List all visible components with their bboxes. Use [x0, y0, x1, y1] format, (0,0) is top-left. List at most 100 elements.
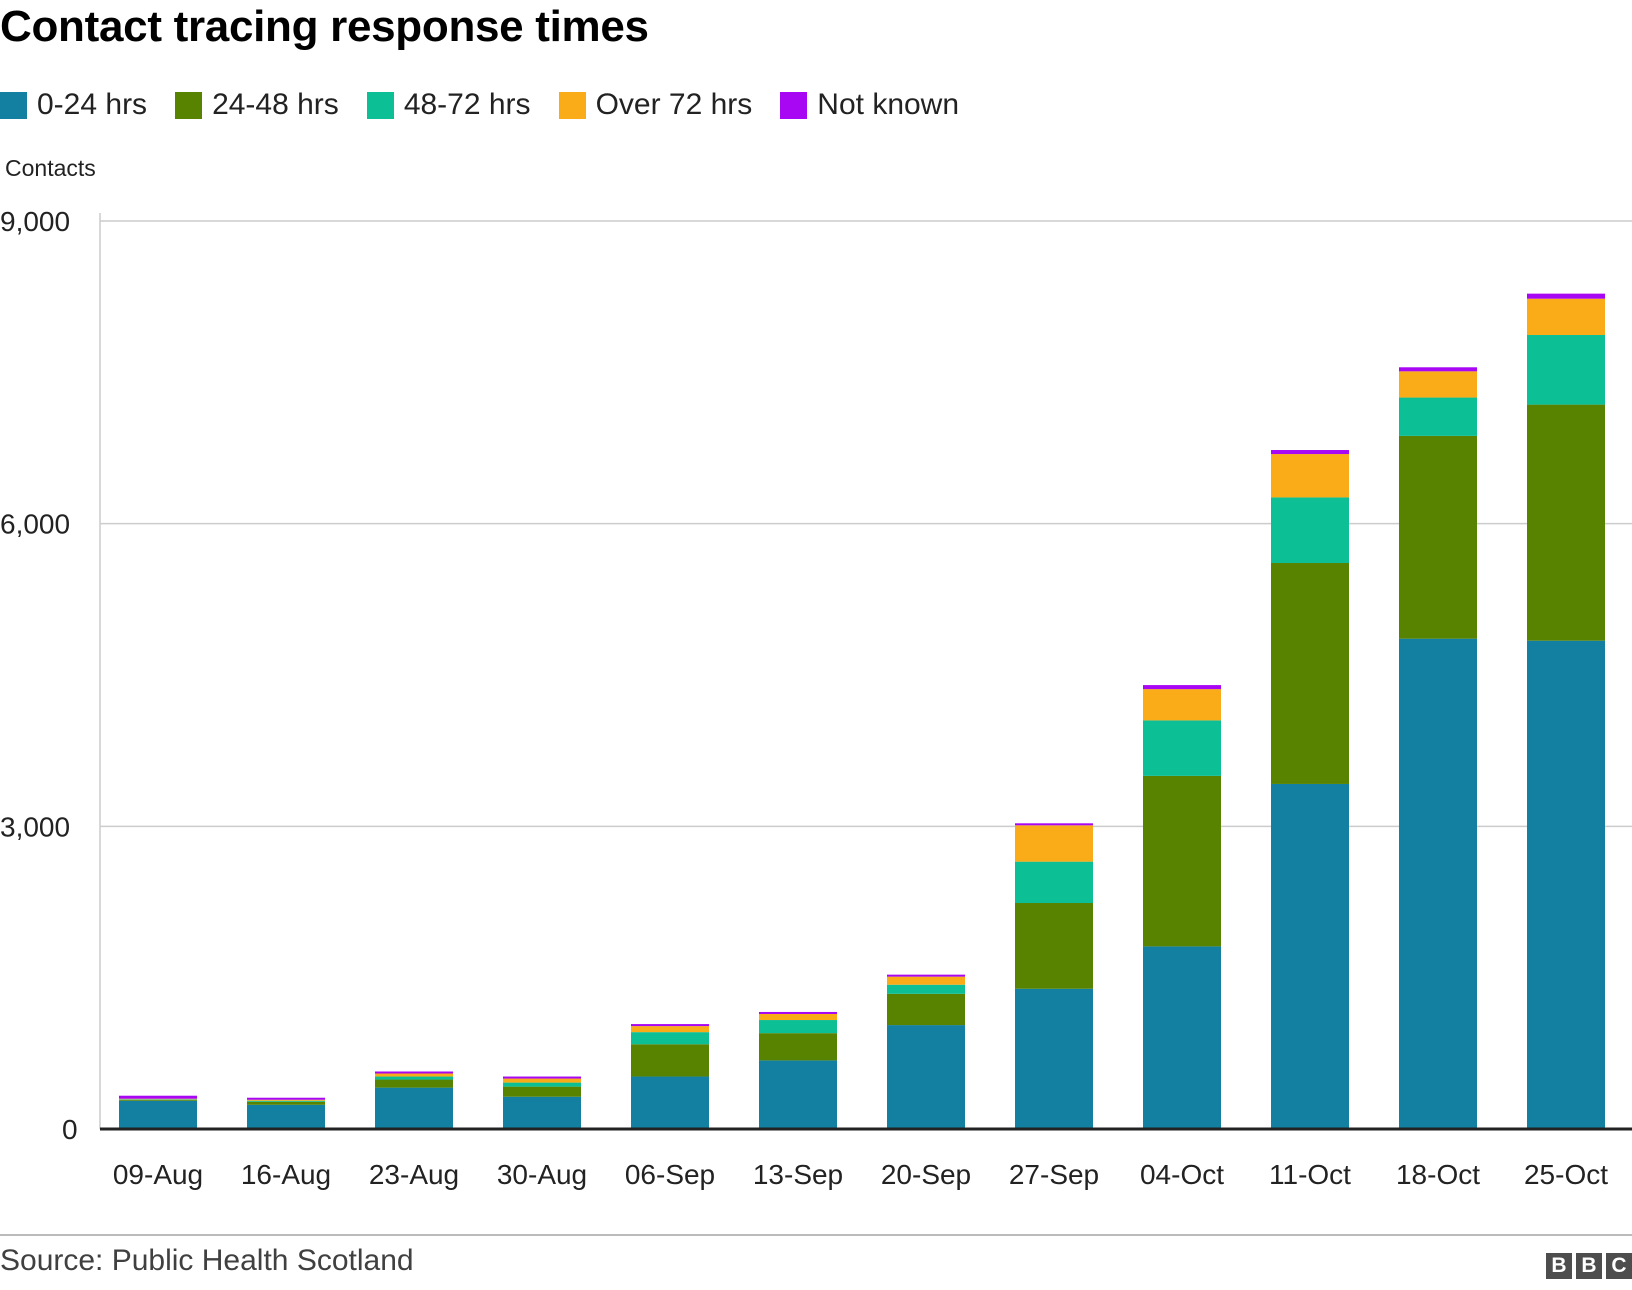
bar-segment [759, 1033, 837, 1061]
footer-divider [0, 1234, 1632, 1236]
bar-segment [503, 1082, 581, 1087]
x-tick-label: 30-Aug [497, 1159, 587, 1190]
bar-segment [375, 1071, 453, 1074]
x-tick-label: 13-Sep [753, 1159, 843, 1190]
bar-segment [631, 1024, 709, 1027]
bar-segment [759, 1011, 837, 1014]
bar-segment [759, 1060, 837, 1129]
bbc-logo-block: B [1576, 1253, 1602, 1279]
bar-segment [503, 1078, 581, 1083]
bar-segment [631, 1076, 709, 1129]
bar-segment [1015, 903, 1093, 989]
x-tick-label: 11-Oct [1269, 1159, 1351, 1190]
y-tick-labels: 0 3,000 6,000 9,000 [0, 206, 78, 1145]
bbc-logo-block: C [1606, 1253, 1632, 1279]
bar-segment [247, 1104, 325, 1129]
legend-label: Over 72 hrs [595, 88, 753, 121]
bar-segment [1271, 454, 1349, 498]
bar-segment [119, 1100, 197, 1129]
bar-segment [759, 1013, 837, 1021]
y-axis-label: Contacts [5, 155, 96, 181]
bar-segment [375, 1073, 453, 1077]
y-tick-label: 0 [62, 1114, 78, 1145]
x-tick-label: 25-Oct [1524, 1159, 1608, 1190]
bar-segment [887, 1025, 965, 1129]
bar-segment [1527, 335, 1605, 405]
x-tick-label: 23-Aug [369, 1159, 459, 1190]
bar-segment [503, 1076, 581, 1079]
bar-segment [1271, 497, 1349, 564]
bar-segment [1399, 367, 1477, 372]
bar-segment [1399, 397, 1477, 436]
bar-segment [119, 1095, 197, 1099]
bar-segment [375, 1076, 453, 1080]
bar-segment [503, 1096, 581, 1129]
bar-segment [887, 993, 965, 1026]
legend-label: Not known [817, 88, 960, 121]
bar-segment [887, 984, 965, 994]
bar-segment [1527, 298, 1605, 336]
bar-segment [1015, 825, 1093, 862]
bar-segment [1143, 720, 1221, 776]
bar-segment [1143, 685, 1221, 690]
bar-segment [1015, 861, 1093, 904]
bar-segment [1015, 988, 1093, 1129]
bar-segment [1399, 371, 1477, 398]
bar-segment [503, 1086, 581, 1097]
legend-swatch [175, 91, 203, 119]
chart-legend: 0-24 hrs 24-48 hrs 48-72 hrs Over 72 hrs Not… [0, 88, 987, 122]
bar-segment [1271, 783, 1349, 1129]
bar-segment [887, 976, 965, 985]
bar-segment [375, 1087, 453, 1129]
x-tick-label: 27-Sep [1009, 1159, 1099, 1190]
bars [119, 293, 1605, 1129]
bar-segment [759, 1020, 837, 1034]
x-tick-label: 04-Oct [1140, 1159, 1224, 1190]
bar-segment [631, 1032, 709, 1045]
bar-segment [887, 974, 965, 977]
bar-segment [1527, 404, 1605, 641]
bar-segment [1143, 775, 1221, 947]
bar-segment [1271, 450, 1349, 455]
legend-swatch [366, 91, 394, 119]
bar-segment [119, 1099, 197, 1100]
x-tick-label: 09-Aug [113, 1159, 203, 1190]
y-tick-label: 9,000 [0, 206, 70, 237]
gridlines [99, 213, 1632, 1129]
bar-segment [631, 1044, 709, 1077]
bar-segment [119, 1098, 197, 1100]
x-tick-label: 18-Oct [1396, 1159, 1480, 1190]
bar-segment [1399, 435, 1477, 639]
bar-segment [1143, 689, 1221, 721]
legend-swatch [780, 91, 808, 119]
bar-segment [1143, 946, 1221, 1129]
bar-segment [375, 1079, 453, 1088]
x-tick-label: 16-Aug [241, 1159, 331, 1190]
legend-swatch [558, 91, 586, 119]
x-tick-label: 20-Sep [881, 1159, 971, 1190]
legend-item: 48-72 hrs [366, 88, 531, 122]
bar-segment [1527, 293, 1605, 299]
bar-segment [247, 1101, 325, 1105]
bar-segment [1527, 640, 1605, 1129]
bar-segment [119, 1099, 197, 1101]
x-tick-labels: 09-Aug 16-Aug 23-Aug 30-Aug 06-Sep 13-Sep 20-S… [113, 1159, 1608, 1190]
legend-swatch [0, 91, 27, 119]
legend-label: 48-72 hrs [403, 88, 531, 121]
chart-title: Contact tracing response times [0, 2, 649, 51]
bar-segment [247, 1099, 325, 1101]
stacked-bar-chart: Contacts 0 3,000 6,000 9,000 09-Aug 16-Aug 23… [0, 155, 1632, 1190]
legend-item: Over 72 hrs [558, 88, 753, 122]
bar-segment [631, 1026, 709, 1033]
legend-item: Not known [780, 88, 959, 122]
source-note: Source: Public Health Scotland [0, 1244, 414, 1277]
bar-segment [1015, 823, 1093, 826]
y-tick-label: 3,000 [0, 811, 70, 842]
legend-item: 24-48 hrs [175, 88, 339, 122]
bar-segment [247, 1100, 325, 1102]
bar-segment [1399, 638, 1477, 1129]
legend-label: 24-48 hrs [212, 88, 339, 121]
legend-label: 0-24 hrs [37, 88, 148, 121]
x-tick-label: 06-Sep [625, 1159, 715, 1190]
